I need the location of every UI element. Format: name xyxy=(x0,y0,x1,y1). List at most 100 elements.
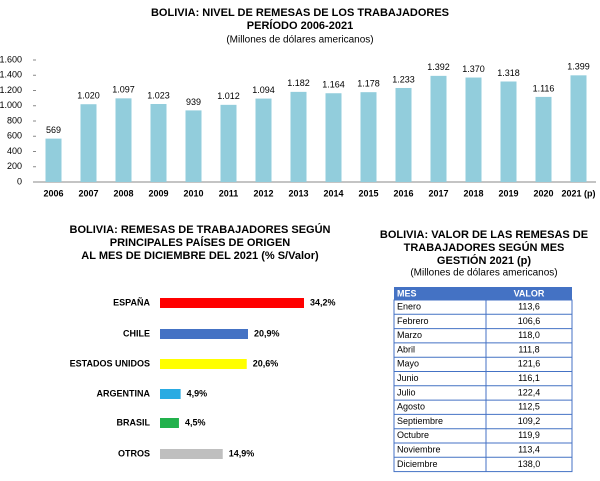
x-tick-label: 2012 xyxy=(253,188,273,198)
category-label: ARGENTINA xyxy=(97,388,151,398)
x-tick-label: 2020 xyxy=(533,188,553,198)
y-tick-label: 400 xyxy=(7,146,22,156)
table-title: TRABAJADORES SEGÚN MES xyxy=(404,241,565,254)
cell: 111,8 xyxy=(518,344,539,354)
value-label: 14,9% xyxy=(229,448,255,458)
value-label: 20,9% xyxy=(254,328,280,338)
bar xyxy=(160,329,248,339)
y-tick-label: 1.200 xyxy=(0,85,22,95)
x-tick-label: 2007 xyxy=(78,188,98,198)
cell: Octubre xyxy=(397,430,429,440)
cell: 122,4 xyxy=(518,387,541,397)
bar xyxy=(325,93,342,182)
cell: Septiembre xyxy=(397,416,443,426)
category-label: CHILE xyxy=(123,328,150,338)
x-tick-label: 2014 xyxy=(323,188,343,198)
cell: Mayo xyxy=(397,359,419,369)
value-label: 34,2% xyxy=(310,297,336,307)
bar xyxy=(160,449,223,459)
x-tick-label: 2013 xyxy=(288,188,308,198)
cell: Agosto xyxy=(397,402,425,412)
value-label: 569 xyxy=(46,125,61,135)
bar xyxy=(220,104,237,182)
value-label: 1.392 xyxy=(427,62,450,72)
bar xyxy=(160,298,304,308)
bar xyxy=(160,418,179,428)
cell: 138,0 xyxy=(518,459,541,469)
cell: Enero xyxy=(397,302,421,312)
x-tick-label: 2008 xyxy=(113,188,133,198)
y-tick-label: 0 xyxy=(17,176,22,186)
header-cell: MES xyxy=(397,288,417,298)
cell: 118,0 xyxy=(518,330,540,340)
cell: 119,9 xyxy=(518,430,540,440)
x-tick-label: 2010 xyxy=(183,188,203,198)
y-tick-label: 600 xyxy=(7,131,22,141)
bar xyxy=(500,81,517,182)
value-label: 939 xyxy=(186,97,201,107)
cell: 121,6 xyxy=(518,359,541,369)
y-tick-label: 800 xyxy=(7,115,22,125)
x-tick-label: 2009 xyxy=(148,188,168,198)
bar xyxy=(160,359,247,369)
bar xyxy=(535,96,552,182)
value-label: 1.023 xyxy=(147,90,170,100)
header-cell: VALOR xyxy=(514,288,545,298)
cell: 112,5 xyxy=(518,402,540,412)
x-tick-label: 2015 xyxy=(358,188,378,198)
bar xyxy=(80,104,97,182)
bar xyxy=(430,75,447,182)
cell: Julio xyxy=(397,387,416,397)
bar xyxy=(570,75,587,182)
category-label: BRASIL xyxy=(117,417,151,427)
cell: Junio xyxy=(397,373,419,383)
chart-title: PERÍODO 2006-2021 xyxy=(247,19,353,32)
value-label: 1.164 xyxy=(322,80,345,90)
bar xyxy=(255,98,272,182)
value-label: 4,5% xyxy=(185,417,206,427)
chart-title: PRINCIPALES PAÍSES DE ORIGEN xyxy=(110,236,291,249)
y-tick-label: 1.000 xyxy=(0,100,22,110)
value-label: 1.116 xyxy=(533,83,555,93)
cell: 106,6 xyxy=(518,316,541,326)
cell: 116,1 xyxy=(518,373,540,383)
bar xyxy=(150,103,167,182)
bar xyxy=(465,77,482,182)
bar xyxy=(290,91,307,182)
bar xyxy=(360,92,377,182)
value-label: 1.094 xyxy=(252,85,275,95)
value-label: 1.178 xyxy=(357,79,380,89)
bar xyxy=(160,389,181,399)
cell: 113,4 xyxy=(518,445,540,455)
value-label: 1.318 xyxy=(497,68,520,78)
value-label: 1.399 xyxy=(567,62,590,72)
x-tick-label: 2021 (p) xyxy=(561,188,595,198)
chart-title: AL MES DE DICIEMBRE DEL 2021 (% S/Valor) xyxy=(81,250,319,262)
cell: Febrero xyxy=(397,316,429,326)
y-tick-label: 200 xyxy=(7,161,22,171)
value-label: 1.012 xyxy=(217,91,240,101)
bar xyxy=(115,98,132,182)
value-label: 1.370 xyxy=(462,64,485,74)
value-label: 1.097 xyxy=(112,85,135,95)
chart-title: BOLIVIA: NIVEL DE REMESAS DE LOS TRABAJA… xyxy=(151,7,449,19)
bar xyxy=(185,110,202,182)
table-header xyxy=(394,287,572,300)
value-label: 1.182 xyxy=(287,78,310,88)
value-label: 1.233 xyxy=(392,74,415,84)
cell: Diciembre xyxy=(397,459,438,469)
cell: Marzo xyxy=(397,330,422,340)
cell: Noviembre xyxy=(397,445,441,455)
y-tick-label: 1.600 xyxy=(0,54,22,64)
category-label: ESTADOS UNIDOS xyxy=(70,358,150,368)
y-tick-label: 1.400 xyxy=(0,70,22,80)
bar xyxy=(45,138,62,182)
x-tick-label: 2011 xyxy=(219,188,239,198)
x-tick-label: 2006 xyxy=(43,188,63,198)
x-tick-label: 2016 xyxy=(393,188,413,198)
table-subtitle: (Millones de dólares americanos) xyxy=(410,268,557,279)
value-label: 20,6% xyxy=(253,358,279,368)
x-tick-label: 2017 xyxy=(428,188,448,198)
x-tick-label: 2018 xyxy=(463,188,483,198)
